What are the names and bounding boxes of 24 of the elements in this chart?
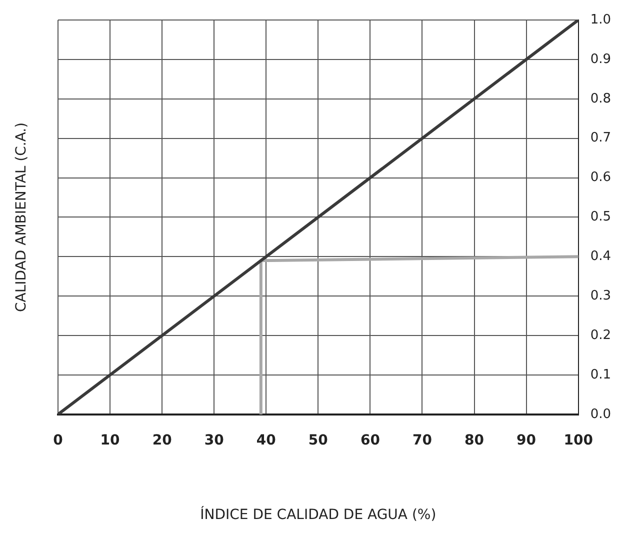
x-tick-label: 90 <box>516 432 536 448</box>
y-tick-label: 0.9 <box>590 52 612 67</box>
x-tick-label: 30 <box>204 432 224 448</box>
y-tick-label: 0.3 <box>590 288 612 304</box>
x-tick-label: 60 <box>360 432 380 448</box>
x-axis-title: ÍNDICE DE CALIDAD DE AGUA (%) <box>200 506 436 524</box>
x-tick-label: 10 <box>100 432 120 448</box>
y-tick-label: 0.1 <box>590 367 612 382</box>
y-axis-title: CALIDAD AMBIENTAL (C.A.) <box>14 122 30 312</box>
y-tick-label: 0.0 <box>590 406 612 422</box>
y-tick-label: 1.0 <box>590 12 612 28</box>
y-tick-label: 0.8 <box>590 91 612 106</box>
y-tick-label: 0.7 <box>590 130 612 146</box>
x-tick-label: 0 <box>53 432 64 448</box>
y-tick-label: 0.5 <box>590 210 612 225</box>
y-tick-label: 0.2 <box>590 328 612 343</box>
x-tick-label: 70 <box>412 432 432 448</box>
x-tick-label: 20 <box>152 432 172 448</box>
y-tick-label: 0.4 <box>590 249 612 264</box>
x-tick-label: 100 <box>564 432 594 448</box>
x-tick-label: 40 <box>256 432 276 448</box>
y-tick-label: 0.6 <box>590 170 612 186</box>
x-tick-label: 80 <box>464 432 484 448</box>
x-tick-label: 50 <box>308 432 328 448</box>
